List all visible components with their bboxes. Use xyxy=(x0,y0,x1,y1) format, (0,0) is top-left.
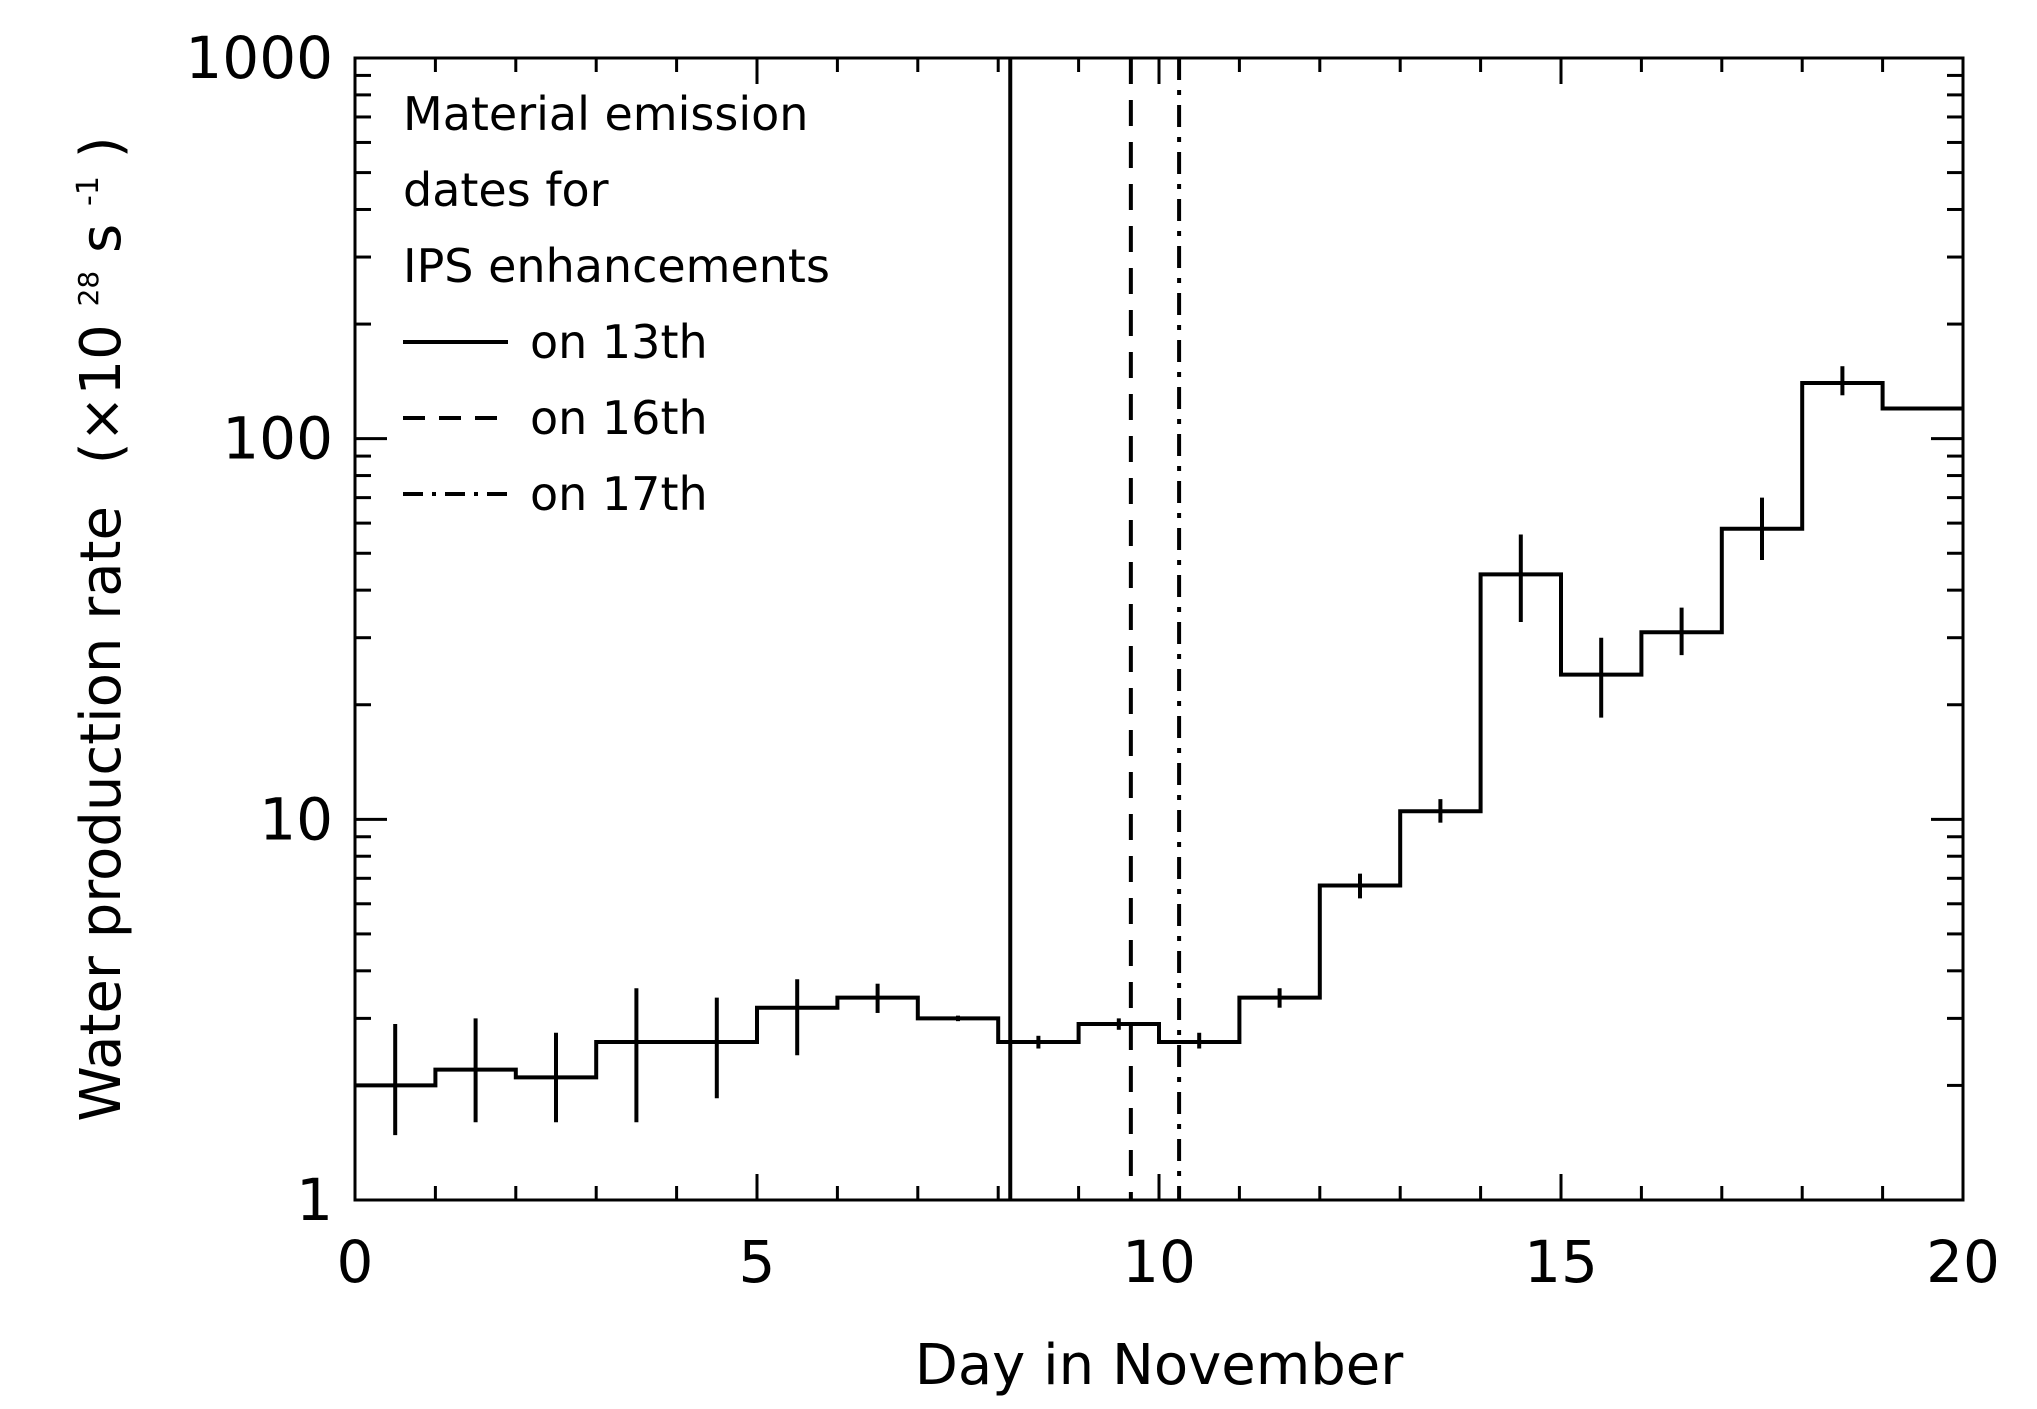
y-axis-label: Water production rate (×10 28 s -1 ) xyxy=(47,136,134,1121)
x-tick-label: 15 xyxy=(1524,1228,1598,1296)
legend-title-line-2: dates for xyxy=(403,163,609,217)
y-axis-label-unit-mid: s xyxy=(69,224,134,253)
y-tick-label: 1000 xyxy=(185,24,333,92)
y-axis-label-unit-close: ) xyxy=(69,136,134,158)
y-axis-label-main: Water production rate xyxy=(69,506,134,1122)
legend-label-17th: on 17th xyxy=(530,467,708,521)
y-tick-label: 10 xyxy=(259,785,333,853)
legend-title-line-3: IPS enhancements xyxy=(403,239,830,293)
y-axis-label-unit-exponent: -1 xyxy=(71,176,106,206)
plot-frame xyxy=(353,56,1965,1202)
y-tick-label: 1 xyxy=(296,1166,333,1234)
x-tick-label: 0 xyxy=(337,1228,374,1296)
tick-labels: 0 5 10 15 20 1 10 100 1000 xyxy=(185,24,2000,1296)
legend-label-13th: on 13th xyxy=(530,315,708,369)
legend: Material emission dates for IPS enhancem… xyxy=(403,87,830,521)
x-axis-label: Day in November xyxy=(915,1333,1405,1398)
y-axis-label-exponent: 28 xyxy=(72,271,105,307)
x-tick-label: 5 xyxy=(739,1228,776,1296)
data-series xyxy=(355,366,1963,1136)
axis-ticks xyxy=(353,56,1965,1202)
emission-date-lines xyxy=(1008,58,1182,1200)
legend-label-16th: on 16th xyxy=(530,391,708,445)
x-tick-label: 20 xyxy=(1926,1228,2000,1296)
y-tick-label: 100 xyxy=(222,405,333,473)
x-tick-label: 10 xyxy=(1122,1228,1196,1296)
y-axis-label-unit-open: (×10 xyxy=(69,324,134,464)
step-line xyxy=(355,381,1963,1088)
legend-title-line-1: Material emission xyxy=(403,87,808,141)
